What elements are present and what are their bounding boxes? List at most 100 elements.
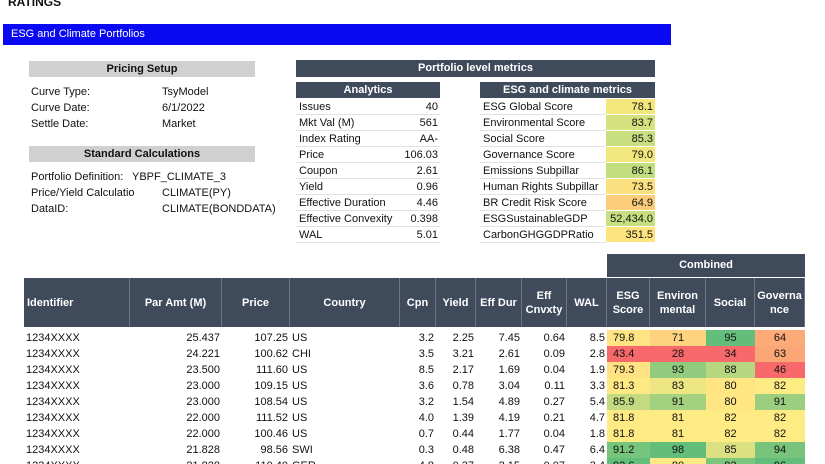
table-cell: 1.77 [498,428,520,440]
column-header: Governa nce [755,278,805,327]
table-cell: 63 [755,346,805,362]
table-cell: 85 [706,442,755,458]
metric-label: Governance Score [483,149,575,161]
table-cell: 8.5 [418,364,434,376]
table-cell: 0.04 [543,364,565,376]
table-cell: 1234XXXX [24,458,130,464]
table-cell: 4.89 [498,396,520,408]
table-cell: 95 [706,330,755,346]
field-value: CLIMATE(BONDDATA) [162,203,276,215]
section-header: Pricing Setup [29,61,255,77]
table-cell: 22.000 [186,412,220,424]
table-cell: 0.04 [543,428,565,440]
table-cell: 111.52 [255,412,288,424]
table-cell: 3.3 [589,380,605,392]
field-label: Portfolio Definition: [31,171,124,183]
table-cell: 0.3 [418,444,434,456]
table-cell: GER [290,458,400,464]
table-cell: 0.48 [452,444,474,456]
table-cell: 80 [706,394,755,410]
metric-value: AA- [419,133,438,145]
table-cell: 81.8 [607,426,650,442]
table-cell: US [292,412,308,424]
table-cell: 109.15 [254,380,288,392]
column-header: ESG Score [607,278,650,327]
table-cell: 3.2 [418,332,434,344]
table-cell: 80 [650,458,706,464]
table-cell: US [292,364,308,376]
metric-row [296,163,440,179]
column-header: Environ mental [650,278,706,327]
metric-label: Price [299,149,325,161]
metric-value: 2.61 [416,165,438,177]
metric-row [296,99,440,115]
table-cell: CHI [292,348,311,360]
table-cell: 23.000 [186,396,220,408]
table-cell: 43.4 [607,346,650,362]
metric-row [296,131,440,147]
metric-value: 561 [419,117,438,129]
metric-label: Environmental Score [483,117,586,129]
metric-label: ESGSustainableGDP [483,213,588,225]
field-label: Settle Date: [31,118,89,130]
metric-value: 73.5 [606,179,655,195]
section-header: ESG and climate metrics [480,82,655,98]
table-cell: 2.15 [476,458,522,464]
table-cell: 94 [755,442,805,458]
section-header: Portfolio level metrics [296,60,655,77]
table-cell: 81 [650,426,706,442]
table-cell: 7.45 [498,332,520,344]
table-cell: 4.7 [589,412,605,424]
metric-label: Emissions Subpillar [483,165,579,177]
table-cell: 82 [755,410,805,426]
table-cell: 1.54 [452,396,474,408]
table-cell: 0.21 [543,412,565,424]
field-label: Curve Type: [31,86,91,98]
metric-value: 0.398 [410,213,438,225]
section-header: Standard Calculations [29,146,255,162]
table-cell: 1.39 [452,412,474,424]
metric-label: Effective Duration [299,197,386,209]
table-cell: 96 [755,458,805,464]
field-value: CLIMATE(PY) [162,187,231,199]
table-cell: 82 [706,426,755,442]
table-cell: 0.11 [544,380,565,392]
table-cell: 0.44 [452,428,474,440]
table-cell: 108.54 [254,396,288,408]
column-header: Identifier [24,278,130,327]
table-cell: 22.000 [186,428,220,440]
table-cell: US [292,428,308,440]
table-cell: 25.437 [186,332,220,344]
table-cell: 8.5 [589,332,605,344]
column-header: Cpn [400,278,436,327]
table-cell: 21.828 [186,444,220,456]
metric-label: Effective Convexity [299,213,393,225]
table-cell: 6.4 [589,444,605,456]
metric-value: 351.5 [606,227,655,243]
group-header: Combined [607,254,805,277]
table-cell: 0.07 [522,458,567,464]
metric-value: 106.03 [404,149,438,161]
section-header: Analytics [296,82,440,98]
metric-label: Human Rights Subpillar [483,181,599,193]
metric-value: 5.01 [416,229,438,241]
field-value: 6/1/2022 [162,102,205,114]
table-cell: 98 [650,442,706,458]
metric-label: Index Rating [299,133,361,145]
metric-row [480,131,606,147]
table-cell: 3.6 [418,380,434,392]
table-cell: 23.000 [186,380,220,392]
table-cell: 93 [706,458,755,464]
table-cell: 28 [650,346,706,362]
metric-row [296,147,440,163]
table-cell: 1234XXXX [26,396,80,408]
metric-row [480,211,606,227]
table-cell: 93 [650,362,706,378]
table-cell: 0.37 [436,458,476,464]
table-cell: 1234XXXX [26,444,80,456]
table-cell: 3.4 [567,458,607,464]
table-cell: 71 [650,330,706,346]
column-header: Eff Cnvxty [522,278,567,327]
field-label: DataID: [31,203,69,215]
